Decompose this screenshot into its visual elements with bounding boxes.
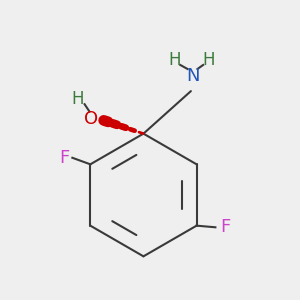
Text: H: H <box>168 51 181 69</box>
Text: O: O <box>84 110 98 128</box>
Text: N: N <box>186 68 199 85</box>
Text: F: F <box>220 218 230 236</box>
Text: H: H <box>202 51 215 69</box>
Text: F: F <box>59 149 69 167</box>
Text: H: H <box>72 90 84 108</box>
